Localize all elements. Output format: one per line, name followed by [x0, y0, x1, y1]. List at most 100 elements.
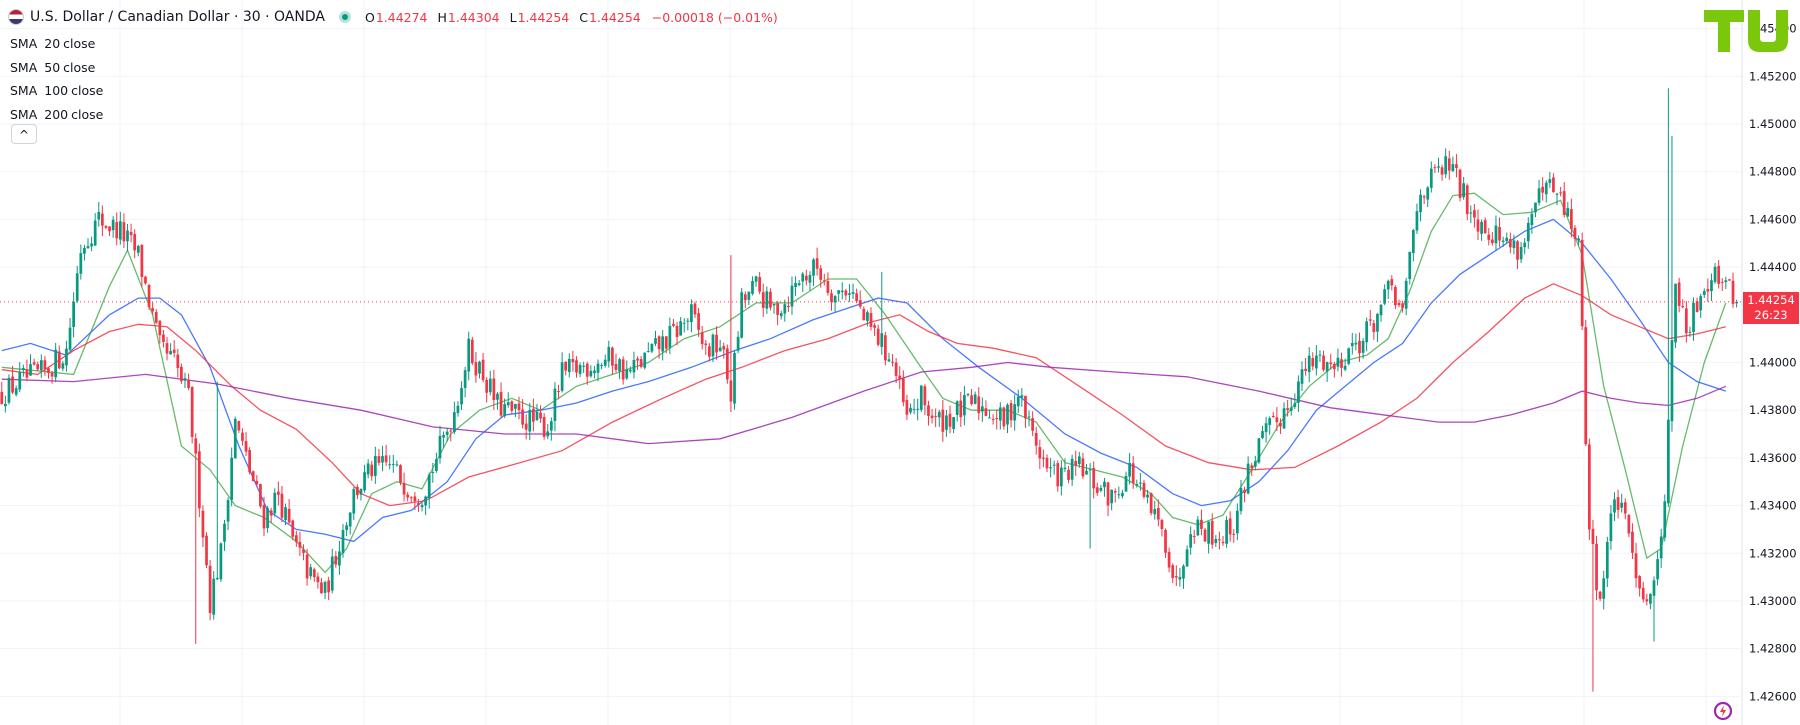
candle-body — [1049, 467, 1052, 469]
candle-body — [417, 503, 420, 505]
candle-body — [1512, 240, 1516, 249]
candle-body — [7, 377, 11, 403]
candle-body — [1429, 168, 1433, 188]
candle-body — [1200, 519, 1203, 529]
candle-body — [241, 432, 244, 441]
candle-body — [1404, 280, 1408, 309]
candle-body — [937, 411, 941, 418]
candle-body — [1347, 348, 1351, 364]
candle-body — [1508, 239, 1512, 248]
candle-body — [866, 312, 869, 321]
candle-body — [654, 338, 657, 344]
candle-body — [514, 403, 517, 409]
candle-body — [1293, 403, 1297, 407]
candle-body — [952, 417, 955, 429]
candle-body — [29, 364, 32, 376]
candle-body — [1250, 465, 1254, 468]
candle-body — [790, 285, 794, 307]
candle-body — [1167, 552, 1171, 568]
candle-body — [72, 301, 75, 327]
ohlc-high: H1.44304 — [437, 9, 500, 25]
candle-body — [980, 406, 984, 412]
candle-body — [1616, 497, 1620, 510]
candle-body — [930, 415, 934, 419]
candle-body — [291, 520, 295, 537]
candle-body — [442, 434, 445, 438]
candle-body — [280, 493, 284, 518]
candle-body — [1559, 192, 1562, 194]
candle-body — [1088, 469, 1092, 471]
candle-body — [456, 405, 460, 413]
candle-body — [708, 346, 711, 357]
candle-body — [1110, 489, 1114, 504]
price-axis[interactable]: 1.454001.452001.450001.448001.446001.444… — [1749, 22, 1797, 704]
candle-body — [1092, 468, 1096, 489]
candle-body — [564, 361, 568, 371]
candle-body — [815, 258, 819, 269]
candle-body — [733, 353, 736, 404]
candle-body — [955, 401, 959, 415]
candle-body — [485, 379, 489, 393]
candle-body — [693, 303, 697, 315]
candle-body — [1081, 458, 1085, 477]
candle-body — [1469, 212, 1473, 214]
y-tick-label: 1.42600 — [1749, 689, 1797, 703]
candle-body — [873, 325, 876, 328]
candle-body — [1573, 227, 1577, 239]
candle-body — [1638, 576, 1641, 589]
market-open-icon[interactable] — [338, 11, 351, 23]
indicator-legend: SMA 20 close SMA 50 close SMA 100 close SMA… — [10, 32, 103, 126]
candle-body — [194, 438, 198, 454]
candle-body — [1042, 457, 1045, 459]
candle-body — [39, 360, 43, 371]
y-tick-label: 1.44800 — [1749, 165, 1797, 179]
candle-body — [352, 489, 356, 514]
candle-body — [147, 285, 151, 308]
candle-body — [1149, 493, 1153, 514]
candle-body — [934, 415, 938, 417]
candle-body — [812, 259, 815, 276]
candle-body — [435, 459, 438, 472]
legend-sma-50[interactable]: SMA 50 close — [10, 59, 96, 75]
candle-body — [1214, 539, 1218, 543]
candle-body — [338, 551, 341, 566]
candle-body — [636, 358, 639, 361]
candle-body — [1426, 187, 1430, 200]
candle-body — [758, 277, 762, 292]
legend-sma-200[interactable]: SMA 200 close — [10, 106, 104, 122]
candle-body — [1684, 308, 1688, 334]
candle-body — [1368, 319, 1372, 321]
candle-body — [1027, 416, 1031, 418]
legend-sma-100[interactable]: SMA 100 close — [10, 83, 104, 98]
candle-body — [1476, 219, 1480, 232]
candle-body — [391, 464, 395, 466]
candle-body — [1519, 246, 1523, 260]
candle-body — [1415, 211, 1419, 231]
candle-body — [1275, 417, 1279, 423]
candle-body — [628, 369, 632, 372]
candle-body — [1483, 220, 1487, 234]
candle-body — [169, 351, 172, 355]
candle-body — [21, 367, 25, 370]
candle-body — [1304, 368, 1307, 371]
candle-body — [560, 362, 564, 391]
candle-body — [1465, 185, 1469, 215]
candle-body — [722, 346, 726, 350]
candle-body — [255, 480, 259, 485]
collapse-legend-button[interactable]: ^ — [11, 124, 37, 144]
candle-body — [197, 451, 201, 509]
candle-body — [1207, 521, 1210, 544]
candle-body — [776, 303, 779, 315]
candle-body — [916, 408, 920, 410]
symbol-title[interactable]: U.S. Dollar / Canadian Dollar · 30 · OAN… — [30, 9, 325, 25]
candle-body — [1171, 565, 1175, 578]
candle-body — [1613, 499, 1616, 513]
candle-body — [75, 273, 79, 301]
candle-body — [1692, 302, 1695, 332]
candle-body — [970, 395, 973, 405]
tradingview-icon[interactable] — [1712, 700, 1734, 722]
candle-body — [47, 368, 50, 374]
candle-body — [729, 380, 733, 402]
legend-sma-20[interactable]: SMA 20 close — [10, 36, 96, 51]
